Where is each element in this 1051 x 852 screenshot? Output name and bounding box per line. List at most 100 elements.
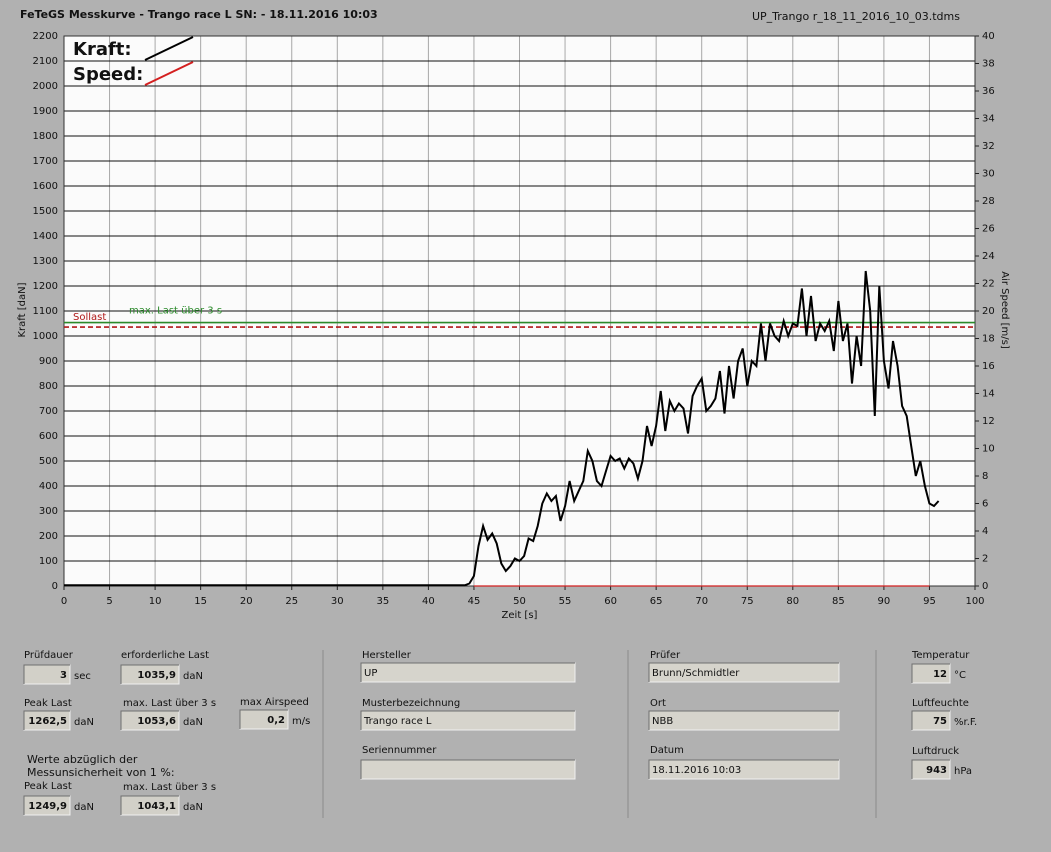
y-tick-label: 300 [39, 506, 58, 517]
x-tick-label: 90 [878, 596, 891, 607]
y-tick-label: 1000 [33, 331, 58, 342]
field-label: Temperatur [911, 650, 970, 661]
field-unit: m/s [292, 716, 310, 727]
field-bevel [360, 759, 575, 779]
legend-label: Speed: [73, 64, 143, 85]
reference-label: max. Last über 3 s [129, 306, 222, 317]
legend-label: Kraft: [73, 39, 132, 60]
x-tick-label: 55 [559, 596, 572, 607]
y-tick-label: 1500 [33, 206, 58, 217]
field-label: Prüfer [650, 650, 681, 661]
field-value: 1262,5 [28, 716, 67, 727]
y-tick-label: 100 [39, 556, 58, 567]
field-value: 75 [933, 716, 947, 727]
field-value: 3 [60, 670, 67, 681]
y2-tick-label: 26 [982, 224, 995, 235]
y-tick-label: 400 [39, 481, 58, 492]
y2-tick-label: 8 [982, 471, 988, 482]
y2-tick-label: 20 [982, 306, 995, 317]
y2-tick-label: 6 [982, 499, 988, 510]
y2-tick-label: 16 [982, 361, 995, 372]
x-tick-label: 5 [106, 596, 112, 607]
field-bevel [120, 710, 179, 730]
field-value: 1053,6 [137, 716, 176, 727]
field-value: 18.11.2016 10:03 [652, 765, 741, 776]
field-value: 0,2 [267, 715, 285, 726]
x-axis-label: Zeit [s] [502, 610, 538, 621]
y2-axis-label: Air Speed [m/s] [999, 271, 1010, 349]
file-name: UP_Trango r_18_11_2016_10_03.tdms [752, 10, 960, 23]
y-tick-label: 1600 [33, 181, 58, 192]
x-tick-label: 10 [149, 596, 162, 607]
field-bevel [360, 662, 575, 682]
y-tick-label: 700 [39, 406, 58, 417]
legend-swatch [144, 61, 194, 86]
field-label: Ort [650, 698, 666, 709]
y2-tick-label: 32 [982, 141, 995, 152]
field-label: Hersteller [362, 650, 412, 661]
x-tick-label: 40 [422, 596, 435, 607]
y-tick-label: 1900 [33, 106, 58, 117]
x-tick-label: 15 [194, 596, 207, 607]
x-tick-label: 70 [695, 596, 708, 607]
field-value: 1249,9 [28, 801, 67, 812]
y-tick-label: 600 [39, 431, 58, 442]
field-bevel [648, 710, 839, 730]
y2-tick-label: 10 [982, 444, 995, 455]
field-bevel [120, 795, 179, 815]
y-tick-label: 900 [39, 356, 58, 367]
y-tick-label: 0 [52, 581, 58, 592]
field-unit: °C [954, 670, 966, 681]
field-value: 12 [933, 669, 947, 680]
field-bevel [239, 709, 288, 729]
y-tick-label: 1300 [33, 256, 58, 267]
field-bevel [911, 759, 950, 779]
field-unit: daN [74, 717, 94, 728]
field-label: Peak Last [24, 781, 72, 792]
y-axis-label: Kraft [daN] [17, 282, 28, 337]
field-label: Musterbezeichnung [362, 698, 460, 709]
x-tick-label: 95 [923, 596, 936, 607]
field-unit: daN [74, 802, 94, 813]
field-bevel [120, 664, 179, 684]
y2-tick-label: 14 [982, 389, 995, 400]
x-tick-label: 85 [832, 596, 845, 607]
x-tick-label: 50 [513, 596, 526, 607]
field-box [360, 759, 576, 780]
y2-tick-label: 36 [982, 86, 995, 97]
field-value: Brunn/Schmidtler [652, 668, 740, 679]
x-tick-label: 45 [468, 596, 481, 607]
data-line [64, 270, 940, 587]
y-tick-label: 1100 [33, 306, 58, 317]
y-tick-label: 2100 [33, 56, 58, 67]
x-tick-label: 20 [240, 596, 253, 607]
x-tick-label: 35 [376, 596, 389, 607]
field-box [648, 710, 840, 731]
y2-tick-label: 4 [982, 526, 988, 537]
field-value: NBB [652, 716, 673, 727]
y2-tick-label: 22 [982, 279, 995, 290]
field-value: 1035,9 [137, 670, 176, 681]
y-tick-label: 1200 [33, 281, 58, 292]
field-value: Trango race L [363, 716, 432, 727]
y2-tick-label: 18 [982, 334, 995, 345]
y-tick-label: 200 [39, 531, 58, 542]
x-tick-label: 0 [61, 596, 67, 607]
field-label: Luftfeuchte [912, 698, 969, 709]
field-label: erforderliche Last [121, 650, 209, 661]
field-label: Luftdruck [912, 746, 959, 757]
y2-tick-label: 24 [982, 251, 995, 262]
legend-swatch [144, 36, 194, 61]
y2-tick-label: 28 [982, 196, 995, 207]
y2-tick-label: 2 [982, 554, 988, 565]
field-label: Datum [650, 745, 684, 756]
field-unit: daN [183, 717, 203, 728]
y-tick-label: 2000 [33, 81, 58, 92]
field-label: Seriennummer [362, 745, 437, 756]
x-tick-label: 60 [604, 596, 617, 607]
field-bevel [23, 795, 70, 815]
x-tick-label: 30 [331, 596, 344, 607]
y2-tick-label: 40 [982, 31, 995, 42]
field-label: Prüfdauer [24, 650, 74, 661]
field-bevel [911, 663, 950, 683]
